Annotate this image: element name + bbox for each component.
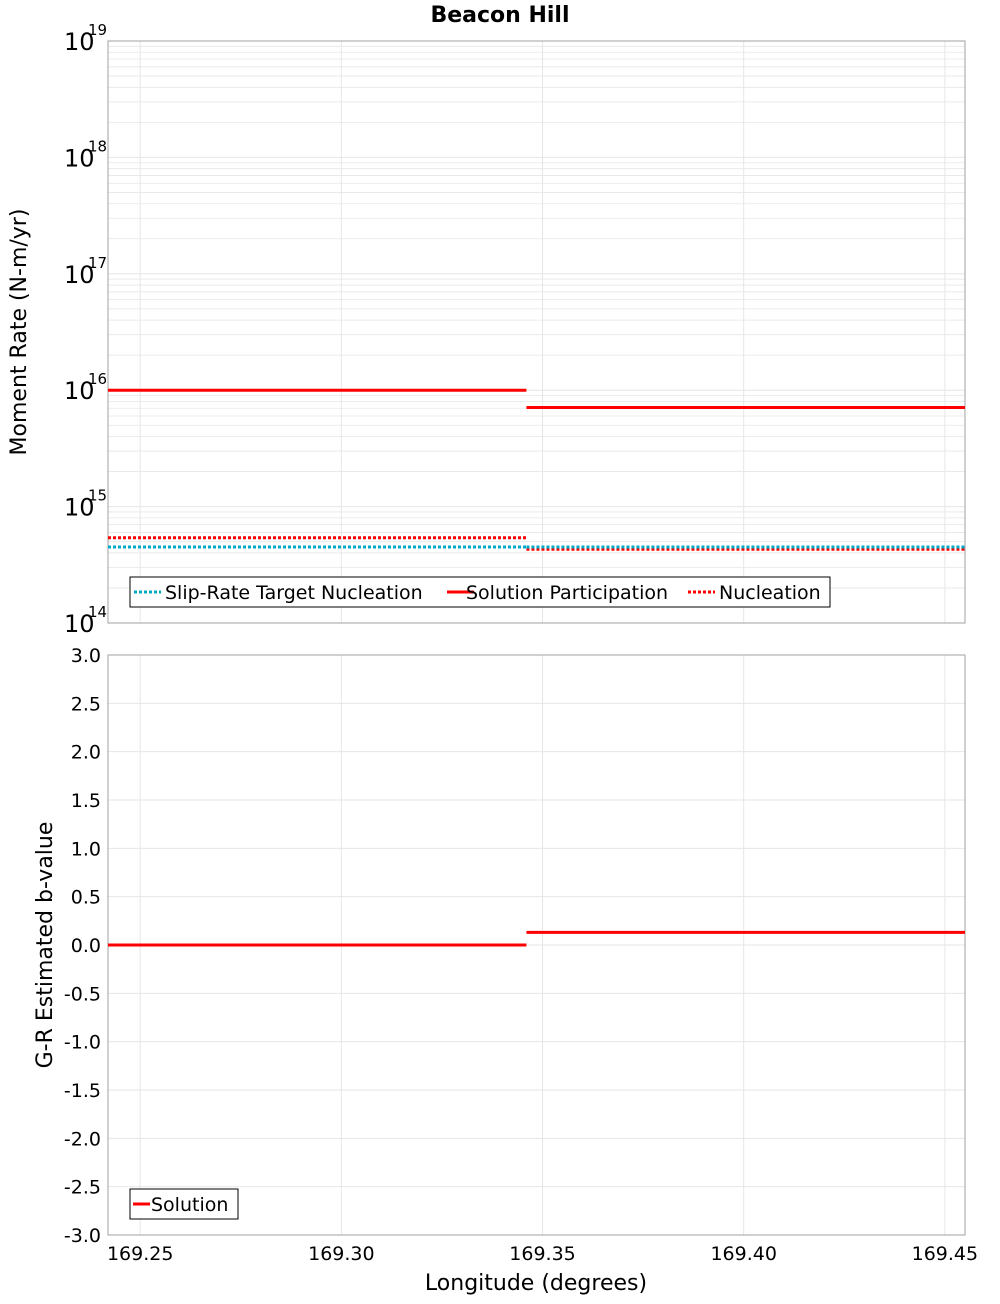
- x-tick-label: 169.25: [107, 1243, 173, 1265]
- y-tick-label-exponent: 19: [88, 21, 107, 39]
- y-tick-label-base: 10: [64, 28, 95, 56]
- y-tick-label: -2.5: [64, 1177, 101, 1199]
- y-tick-label-base: 10: [64, 610, 95, 638]
- y-tick-label-exponent: 17: [88, 254, 107, 272]
- legend-label: Solution: [151, 1194, 228, 1216]
- y-tick-label: 1.0: [71, 838, 101, 860]
- y-tick-label-exponent: 18: [88, 137, 107, 155]
- x-axis-label: Longitude (degrees): [425, 1271, 647, 1296]
- y-tick-label: -2.0: [64, 1128, 101, 1150]
- y-tick-label: 2.5: [71, 693, 101, 715]
- y-tick-label-exponent: 15: [88, 487, 107, 505]
- y-tick-label-base: 10: [64, 377, 95, 405]
- y-tick-label: 3.0: [71, 645, 101, 667]
- legend-label: Slip-Rate Target Nucleation: [165, 582, 423, 604]
- y-tick-label: 1.5: [71, 790, 101, 812]
- y-tick-label: 0.5: [71, 887, 101, 909]
- y-tick-label-base: 10: [64, 144, 95, 172]
- x-tick-label: 169.40: [710, 1243, 776, 1265]
- legend-top: Slip-Rate Target Nucleation Solution Part…: [129, 576, 831, 608]
- x-tick-label: 169.35: [509, 1243, 575, 1265]
- y-tick-label: -0.5: [64, 983, 101, 1005]
- y-tick-label: -3.0: [64, 1225, 101, 1247]
- y-tick-label: -1.0: [64, 1032, 101, 1054]
- y-tick-label: -1.5: [64, 1080, 101, 1102]
- chart-title: Beacon Hill: [430, 3, 569, 28]
- x-tick-label: 169.45: [912, 1243, 978, 1265]
- legend-bottom: Solution: [129, 1188, 239, 1220]
- y-tick-label-exponent: 16: [88, 370, 107, 388]
- y-tick-label-base: 10: [64, 494, 95, 522]
- legend-label: Solution Participation: [466, 582, 668, 604]
- y-tick-label-exponent: 14: [88, 603, 107, 621]
- y-axis-label: Moment Rate (N-m/yr): [7, 209, 32, 456]
- plot-frame-top: [107, 40, 966, 624]
- y-tick-label-base: 10: [64, 261, 95, 289]
- y-tick-label: 0.0: [71, 935, 101, 957]
- legend-label: Nucleation: [719, 582, 821, 604]
- y-axis-label: G-R Estimated b-value: [33, 822, 58, 1069]
- y-tick-label: 2.0: [71, 742, 101, 764]
- x-tick-label: 169.30: [308, 1243, 374, 1265]
